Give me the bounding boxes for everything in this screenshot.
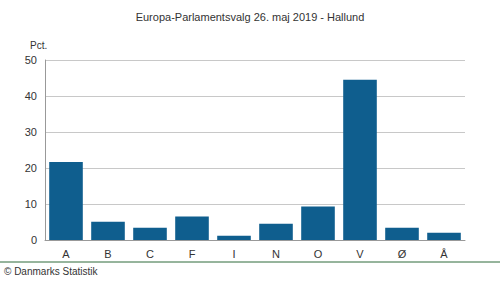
svg-text:O: O	[314, 248, 323, 260]
svg-text:50: 50	[25, 54, 37, 66]
svg-text:Ø: Ø	[398, 248, 407, 260]
svg-text:© Danmarks Statistik: © Danmarks Statistik	[4, 266, 99, 277]
svg-text:V: V	[356, 248, 364, 260]
svg-text:30: 30	[25, 126, 37, 138]
svg-text:I: I	[232, 248, 235, 260]
svg-text:40: 40	[25, 90, 37, 102]
svg-text:20: 20	[25, 162, 37, 174]
svg-text:N: N	[272, 248, 280, 260]
svg-text:F: F	[189, 248, 196, 260]
svg-text:A: A	[62, 248, 70, 260]
svg-text:Pct.: Pct.	[30, 40, 47, 51]
svg-text:0: 0	[31, 234, 37, 246]
svg-text:B: B	[104, 248, 111, 260]
svg-text:Europa-Parlamentsvalg 26. maj: Europa-Parlamentsvalg 26. maj 2019 - Hal…	[136, 11, 365, 23]
svg-text:Å: Å	[440, 248, 448, 260]
svg-text:C: C	[146, 248, 154, 260]
svg-text:10: 10	[25, 198, 37, 210]
